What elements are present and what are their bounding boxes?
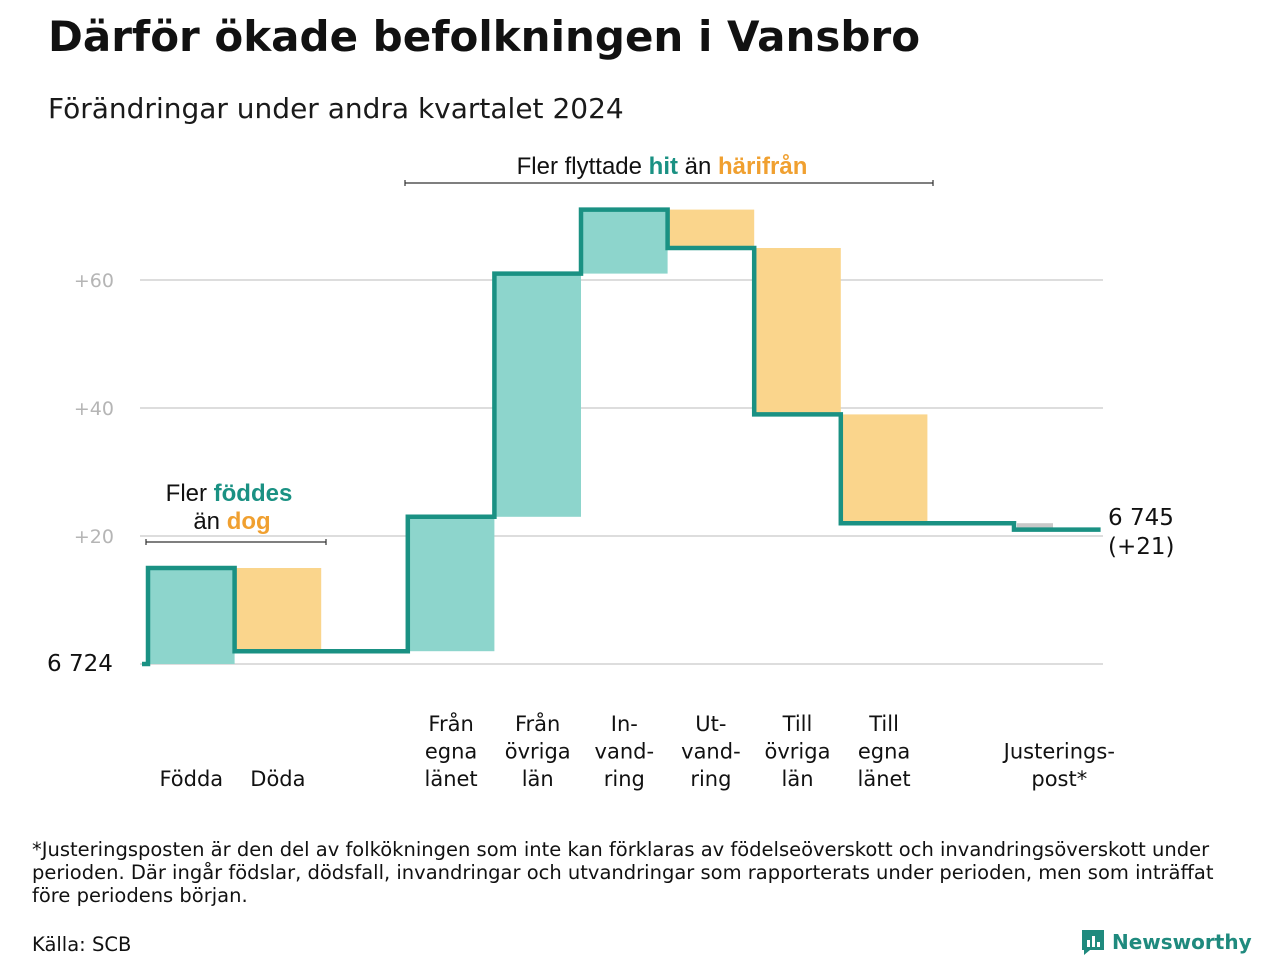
footnote: *Justeringsposten är den del av folkökni… xyxy=(32,838,1214,907)
y-tick-label: +60 xyxy=(74,270,114,292)
category-label: Döda xyxy=(250,767,305,791)
category-label: egna xyxy=(858,740,910,764)
category-label: post* xyxy=(1031,767,1087,791)
category-label: In- xyxy=(611,712,638,736)
category-label: Justerings- xyxy=(1002,740,1115,764)
bar-increase xyxy=(581,209,668,274)
bar-decrease xyxy=(667,209,755,248)
bar-increase xyxy=(494,273,581,517)
bar-decrease xyxy=(754,248,841,415)
start-value-label: 6 724 xyxy=(47,651,113,677)
category-label: ring xyxy=(604,767,645,791)
category-label: Till xyxy=(782,712,813,736)
category-label: län xyxy=(781,767,813,791)
category-label: vand- xyxy=(595,740,655,764)
annotation-births-line2: än dog xyxy=(193,508,270,535)
bar-decrease xyxy=(840,414,928,524)
category-label: övriga xyxy=(765,740,831,764)
source-text: Källa: SCB xyxy=(32,933,132,956)
end-change-label: (+21) xyxy=(1108,534,1174,560)
annotation-migration-bracket xyxy=(404,180,934,186)
category-label: Ut- xyxy=(695,712,726,736)
bar-decrease xyxy=(234,568,322,652)
annotation-migration-text: Fler flyttade hit än härifrån xyxy=(517,153,808,180)
newsworthy-logo-icon xyxy=(1082,930,1104,955)
bar-adjust xyxy=(1017,523,1053,530)
category-label: län xyxy=(522,767,554,791)
category-label: ring xyxy=(690,767,731,791)
step-line xyxy=(142,207,1101,667)
bars xyxy=(148,209,1053,664)
labels: Födda Döda Från egna länet Från övriga län In-va… xyxy=(159,711,1114,791)
annotation-migration: Fler flyttade hit än härifrån xyxy=(404,153,934,186)
category-label: övriga xyxy=(505,740,571,764)
end-value-label: 6 745 xyxy=(1108,505,1174,531)
brand: Newsworthy xyxy=(1080,928,1252,956)
annotation-births-line1: Fler föddes xyxy=(166,480,293,507)
y-tick-label: +40 xyxy=(74,398,114,420)
category-label: Från xyxy=(428,711,473,736)
bar-increase xyxy=(407,516,495,652)
waterfall-chart: +20 +40 +60 Födda Döda Från egna länet Från övri… xyxy=(47,153,1174,791)
category-label: Födda xyxy=(159,767,223,791)
category-label: Från xyxy=(515,711,560,736)
category-label: vand- xyxy=(681,740,741,764)
cumulative-step-line xyxy=(142,207,1101,667)
category-label: egna xyxy=(425,740,477,764)
category-label: länet xyxy=(858,767,911,791)
y-tick-label: +20 xyxy=(74,526,114,548)
brand-name: Newsworthy xyxy=(1112,930,1252,954)
category-label: Till xyxy=(868,712,899,736)
chart-title: Därför ökade befolkningen i Vansbro xyxy=(48,12,921,61)
annotation-births-bracket xyxy=(145,539,327,545)
chart-subtitle: Förändringar under andra kvartalet 2024 xyxy=(48,92,624,125)
bar-increase xyxy=(148,568,235,664)
category-label: länet xyxy=(425,767,478,791)
annotation-births: Fler föddes än dog xyxy=(145,480,327,545)
gridlines: +20 +40 +60 xyxy=(74,270,1103,665)
